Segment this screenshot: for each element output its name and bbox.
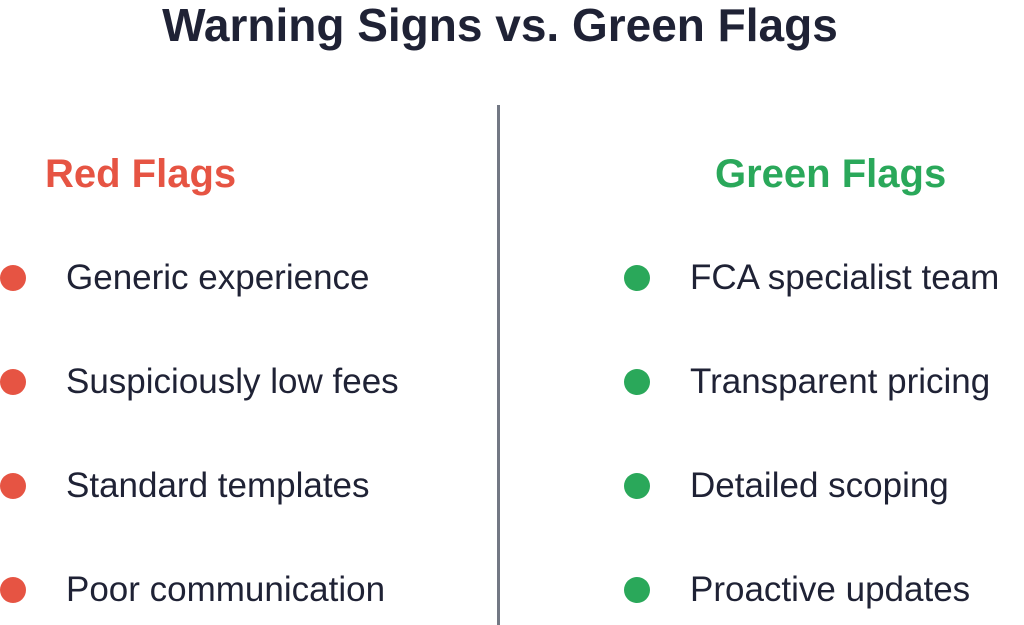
green-item: FCA specialist team [690,258,1000,297]
red-heading: Red Flags [45,152,237,196]
bullet [0,473,26,499]
divider [497,105,500,625]
green-item: Detailed scoping [690,466,949,505]
red-item: Standard templates [66,466,370,505]
red-item: Generic experience [66,258,370,297]
bullet [0,577,26,603]
title: Warning Signs vs. Green Flags [162,0,838,51]
red-item: Poor communication [66,570,386,609]
green-item: Proactive updates [690,570,971,609]
red-item: Suspiciously low fees [66,362,399,401]
green-item: Transparent pricing [690,362,991,401]
bullet [624,265,650,291]
bullet [624,473,650,499]
bullet [0,265,26,291]
bullet [624,369,650,395]
bullet [624,577,650,603]
bullet [0,369,26,395]
green-heading: Green Flags [715,152,947,196]
